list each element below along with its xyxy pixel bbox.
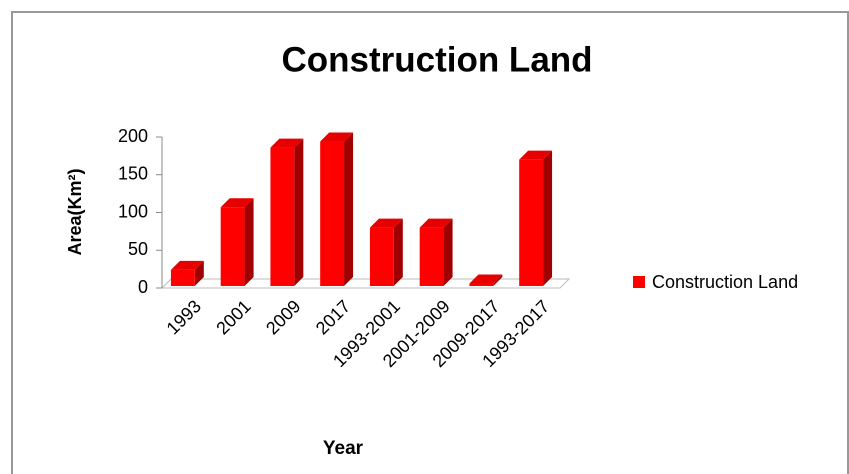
bar bbox=[320, 141, 345, 286]
chart-title: Construction Land bbox=[281, 40, 592, 79]
bar-side bbox=[244, 198, 254, 286]
bar-top bbox=[220, 198, 254, 208]
bar bbox=[519, 159, 544, 286]
bar-top bbox=[170, 260, 204, 270]
bar bbox=[270, 147, 295, 286]
bar-top bbox=[519, 150, 553, 160]
bar bbox=[170, 269, 195, 286]
bar bbox=[419, 227, 444, 286]
bar-top bbox=[369, 218, 403, 228]
bar-side bbox=[393, 218, 403, 286]
bar-top bbox=[320, 132, 354, 142]
bar-side bbox=[294, 138, 304, 286]
bar-side bbox=[344, 132, 354, 286]
y-axis-label: Area(Km²) bbox=[65, 168, 85, 255]
bar-top bbox=[270, 138, 304, 148]
bar bbox=[220, 207, 245, 286]
bar-side bbox=[443, 218, 453, 286]
bar-side bbox=[543, 150, 553, 286]
x-axis-label: Year bbox=[323, 438, 364, 459]
y-tick-label: 50 bbox=[128, 239, 148, 259]
bar-side bbox=[493, 274, 503, 286]
bar-side bbox=[194, 260, 204, 286]
y-tick-label: 0 bbox=[138, 277, 148, 297]
bar bbox=[469, 283, 494, 286]
bar-top bbox=[419, 218, 453, 228]
legend-swatch bbox=[633, 276, 645, 288]
bar bbox=[369, 227, 394, 286]
floor bbox=[160, 278, 571, 289]
bar-top bbox=[469, 274, 503, 284]
legend-label: Construction Land bbox=[652, 272, 798, 292]
y-tick-label: 150 bbox=[118, 164, 148, 184]
y-tick-label: 200 bbox=[118, 126, 148, 146]
y-tick-label: 100 bbox=[118, 201, 148, 221]
